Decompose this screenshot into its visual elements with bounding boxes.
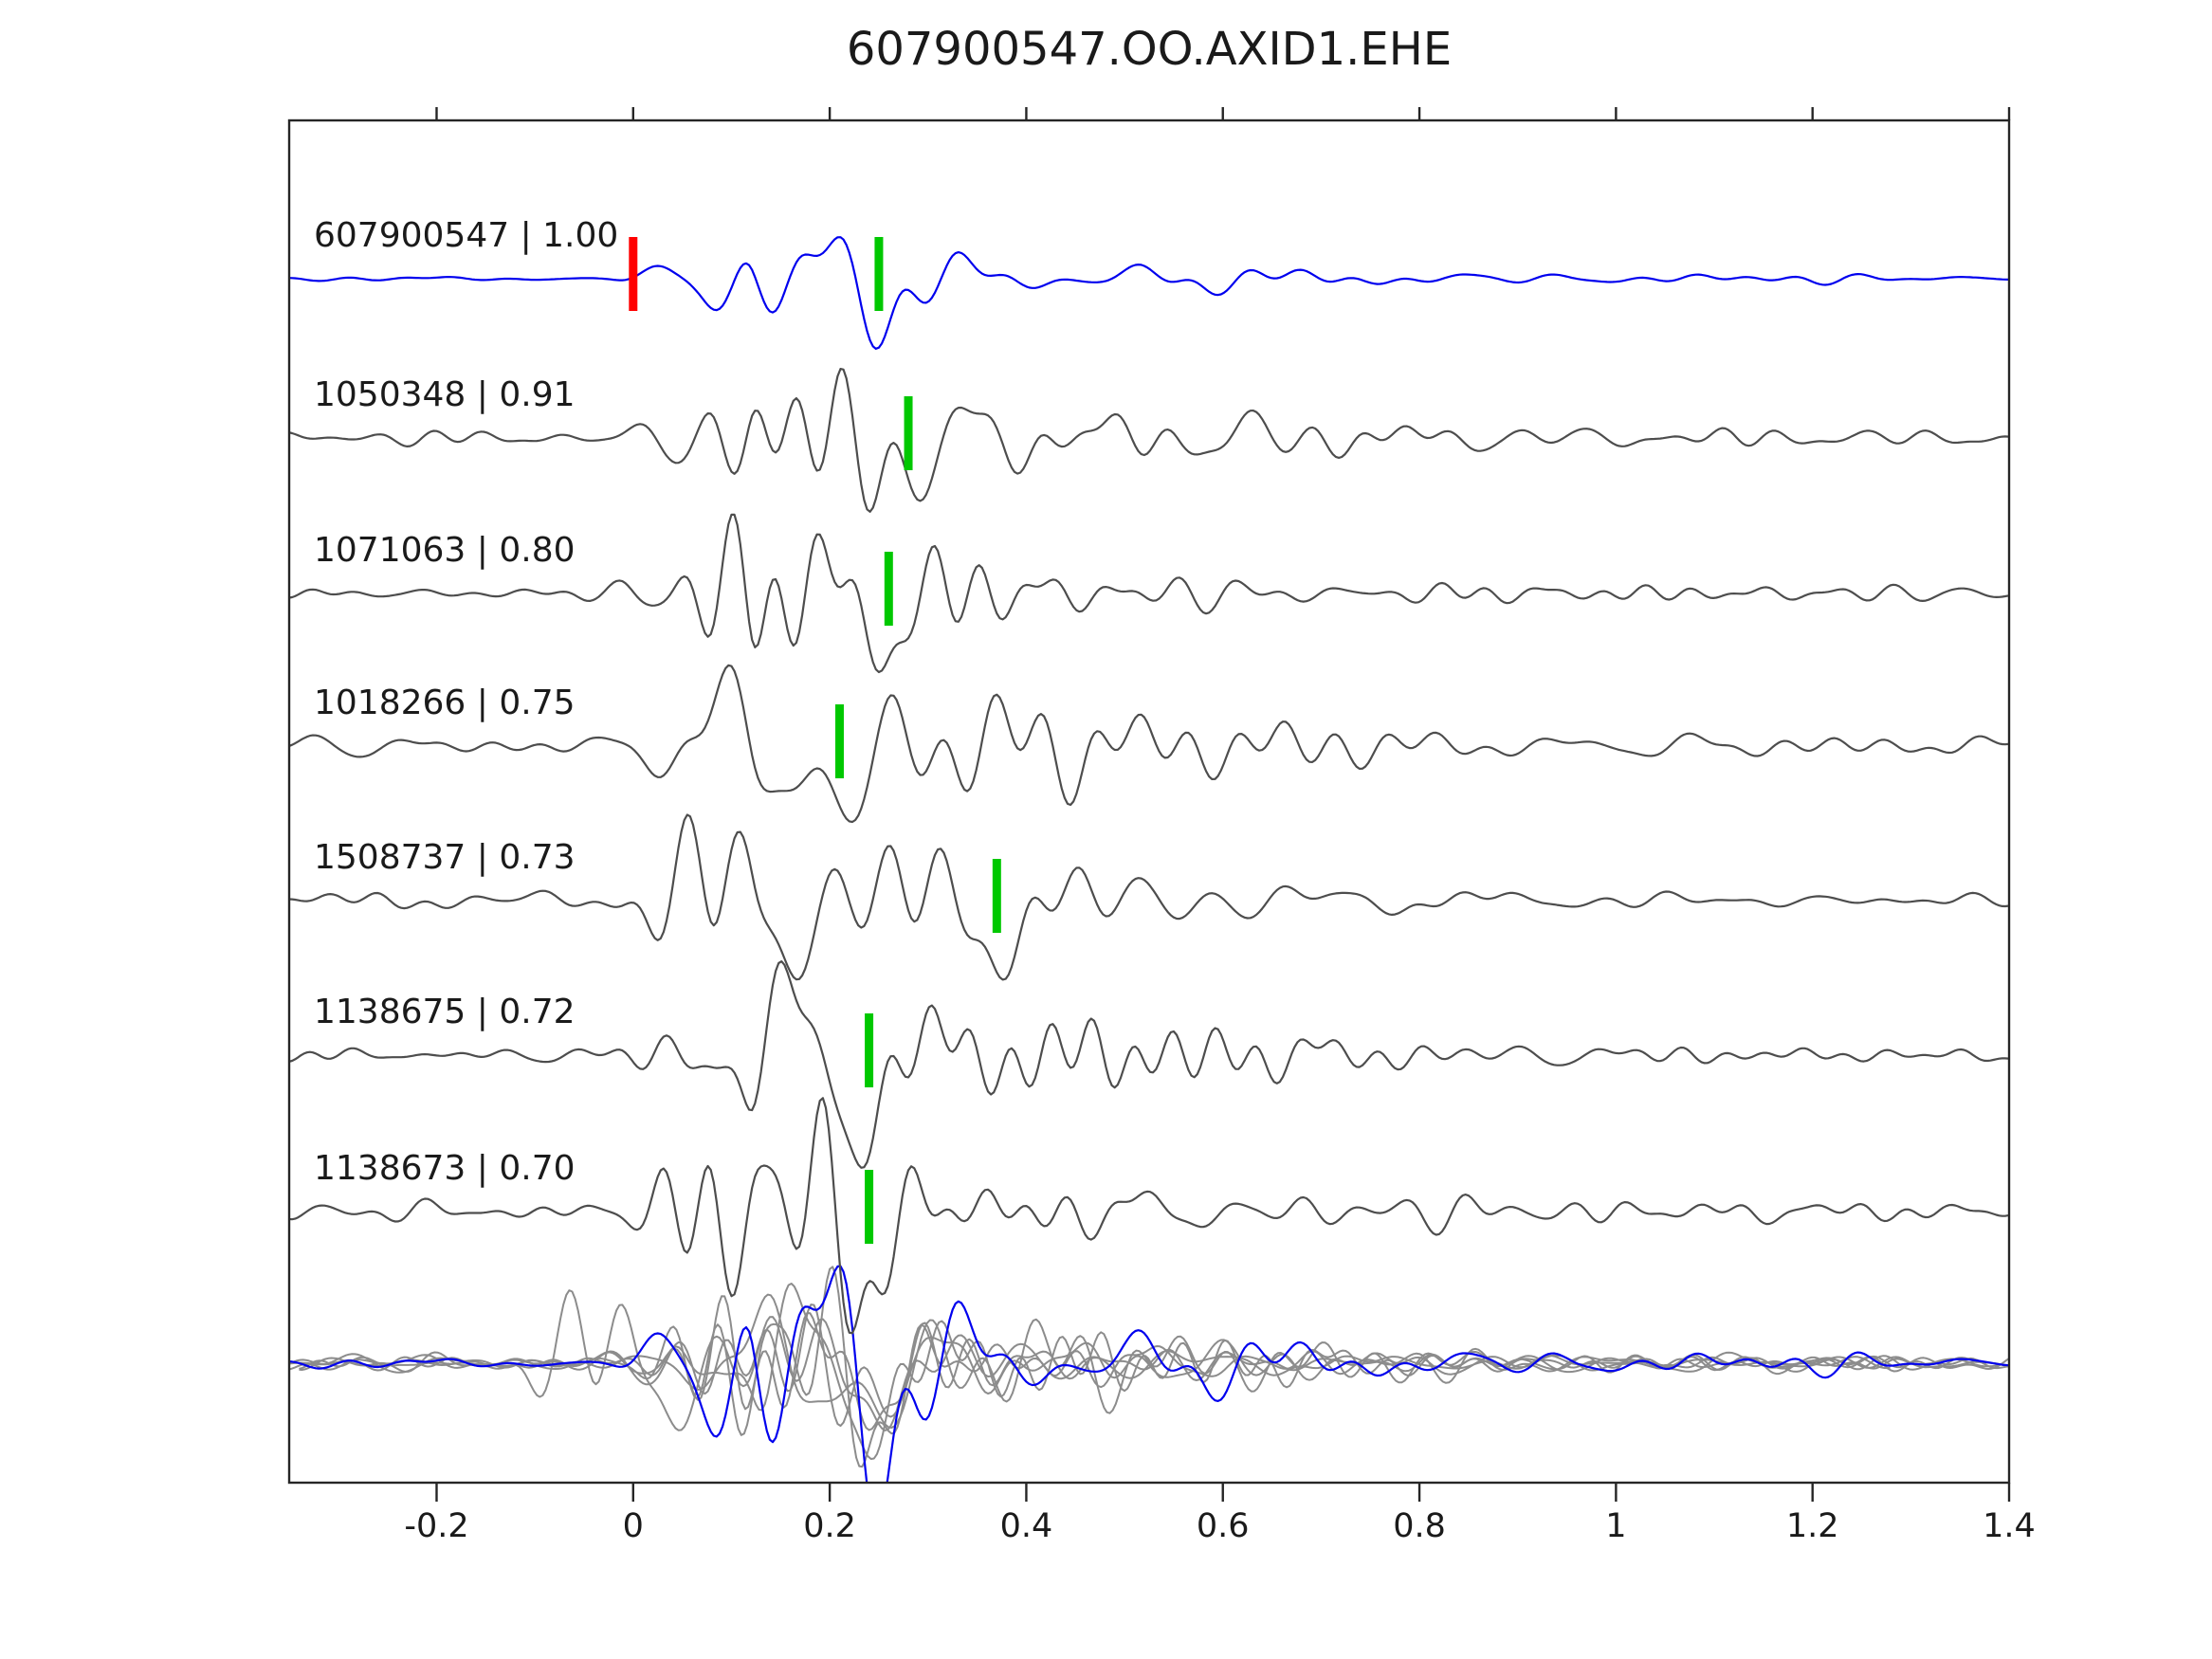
trace-label: 1050348 | 0.91 — [314, 375, 576, 414]
x-tick-label: -0.2 — [404, 1507, 469, 1545]
x-tick-label: 0.8 — [1393, 1507, 1446, 1545]
trace-label: 607900547 | 1.00 — [314, 216, 619, 255]
x-tick-label: 0.6 — [1196, 1507, 1250, 1545]
trace-waveform — [289, 664, 2009, 824]
overlay-waveform — [299, 1283, 2009, 1460]
x-tick-label: 0.2 — [803, 1507, 856, 1545]
trace-label: 1071063 | 0.80 — [314, 531, 576, 570]
trace-waveform — [289, 1097, 2009, 1335]
x-tick-label: 1.4 — [1983, 1507, 2036, 1545]
trace-waveform — [289, 813, 2009, 981]
page-title: 607900547.OO.AXID1.EHE — [846, 23, 1453, 76]
trace-label: 1138673 | 0.70 — [314, 1149, 576, 1188]
trace-waveform — [289, 960, 2009, 1169]
trace-waveform — [289, 513, 2009, 674]
trace-label: 1018266 | 0.75 — [314, 684, 576, 722]
plot-border — [287, 118, 2011, 1485]
x-tick-label: 1 — [1605, 1507, 1627, 1545]
trace-waveform — [289, 236, 2009, 350]
x-tick-label: 1.2 — [1785, 1507, 1839, 1545]
x-tick-label: 0 — [622, 1507, 644, 1545]
trace-label: 1138675 | 0.72 — [314, 993, 576, 1031]
trace-waveform — [289, 368, 2009, 513]
trace-label: 1508737 | 0.73 — [314, 838, 576, 877]
overlay-waveform — [289, 1289, 1891, 1431]
overlay-reference-waveform — [289, 1265, 2009, 1483]
x-tick-label: 0.4 — [999, 1507, 1053, 1545]
